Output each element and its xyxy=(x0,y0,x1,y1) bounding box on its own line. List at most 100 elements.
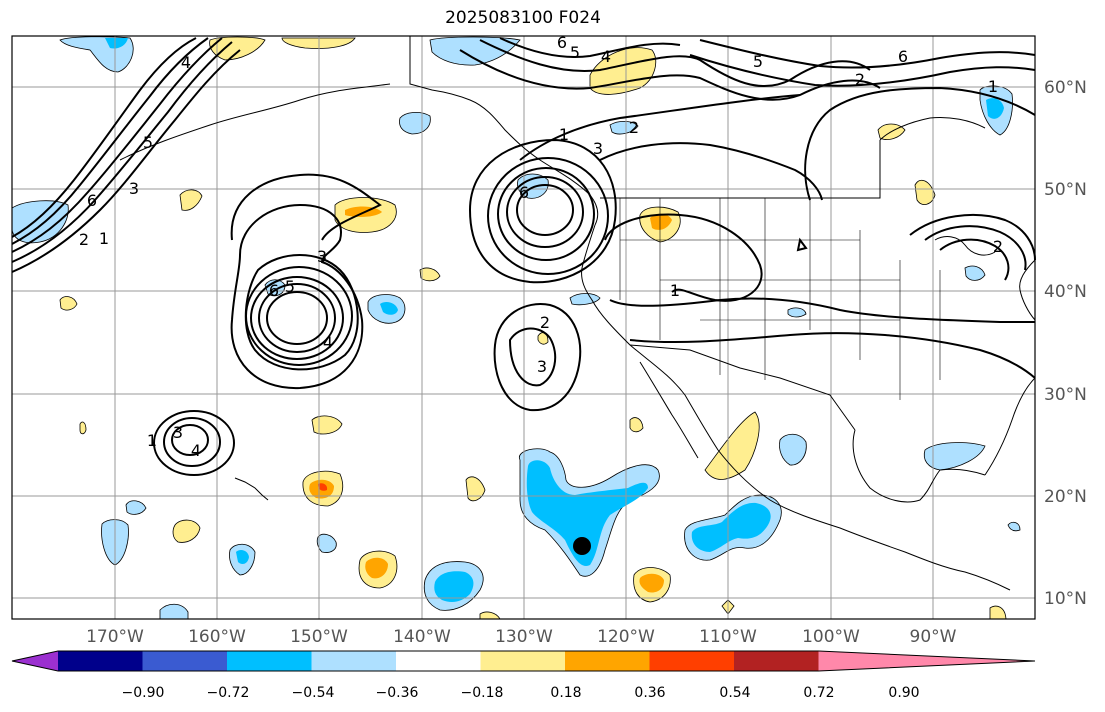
anomaly-patch xyxy=(11,200,69,244)
anomaly-patch xyxy=(704,411,760,480)
anomaly-patch xyxy=(318,483,328,491)
anomaly-patch xyxy=(923,442,986,471)
contour-lines xyxy=(11,37,1036,476)
anomaly-patch xyxy=(105,38,128,49)
lon-tick-label: 110°W xyxy=(699,627,757,647)
lon-tick-label: 150°W xyxy=(290,627,348,647)
anomaly-patch xyxy=(59,296,78,311)
storm-marker xyxy=(573,537,591,555)
colorbar-tick-label: 0.72 xyxy=(803,685,834,701)
contour-label: 5 xyxy=(753,52,763,71)
lon-tick-label: 90°W xyxy=(910,627,957,647)
lon-tick-label: 160°W xyxy=(188,627,246,647)
contour-line xyxy=(796,237,808,252)
coastlines xyxy=(119,36,1036,591)
anomaly-patch xyxy=(316,533,337,553)
lon-tick-label: 120°W xyxy=(597,627,655,647)
contour-line xyxy=(516,184,574,236)
contour-line xyxy=(609,297,1035,323)
colorbar-tick-label: 0.36 xyxy=(634,685,665,701)
colorbar-segment xyxy=(396,651,481,671)
colorbar-extend-max xyxy=(818,651,1035,671)
lat-tick-label: 50°N xyxy=(1044,180,1087,200)
colorbar-segment xyxy=(649,651,735,671)
contour-label: 3 xyxy=(317,247,327,266)
anomaly-patch xyxy=(609,120,639,135)
anomaly-patch xyxy=(650,213,672,230)
contour-line xyxy=(230,173,382,241)
hawaii xyxy=(234,477,269,501)
colorbar-tick-label: −0.90 xyxy=(122,685,165,701)
colorbar xyxy=(11,650,1036,672)
contour-line xyxy=(689,54,1036,87)
contour-label: 5 xyxy=(285,277,295,296)
contour-line xyxy=(250,276,344,360)
colorbar-extend-min xyxy=(12,651,58,671)
colorbar-labels: −0.90 −0.72 −0.54 −0.36 −0.18 0.18 0.36 … xyxy=(122,685,920,701)
canada-us-border xyxy=(600,140,881,199)
contour-label: 2 xyxy=(855,70,865,89)
lon-tick-label: 100°W xyxy=(802,627,860,647)
contour-label: 4 xyxy=(601,47,611,66)
anomaly-patch xyxy=(172,519,201,543)
lat-tick-label: 40°N xyxy=(1044,282,1087,302)
contour-line xyxy=(497,167,595,261)
contour-line xyxy=(230,203,364,390)
lat-tick-label: 60°N xyxy=(1044,78,1087,98)
contour-line xyxy=(244,254,359,371)
lon-tick-label: 130°W xyxy=(495,627,553,647)
florida xyxy=(984,377,1036,476)
contour-label: 1 xyxy=(988,77,998,96)
contour-label: 2 xyxy=(629,118,639,137)
contour-label: 4 xyxy=(181,53,191,72)
anomaly-patch xyxy=(1007,521,1021,532)
anomaly-patch xyxy=(526,460,648,566)
lat-tick-label: 20°N xyxy=(1044,487,1087,507)
anomaly-patch xyxy=(691,502,771,552)
anomaly-patch xyxy=(779,433,807,466)
contour-line xyxy=(604,213,763,302)
latitude-labels: 60°N 50°N 40°N 30°N 20°N 10°N xyxy=(1044,78,1087,609)
lon-tick-label: 170°W xyxy=(86,627,144,647)
colorbar-tick-label: −0.18 xyxy=(461,685,504,701)
anomaly-patch xyxy=(589,47,657,95)
contour-label: 6 xyxy=(898,47,908,66)
great-lakes xyxy=(934,236,996,256)
contour-label: 6 xyxy=(519,183,529,202)
anomaly-patch xyxy=(399,112,431,135)
lon-tick-label: 140°W xyxy=(393,627,451,647)
contour-label: 1 xyxy=(559,125,569,144)
gulf-of-mexico-coast xyxy=(852,429,986,503)
contour-line xyxy=(153,410,235,476)
colorbar-segment xyxy=(734,651,819,671)
anomaly-patch xyxy=(434,571,474,602)
contour-label: 5 xyxy=(143,133,153,152)
map-frame xyxy=(11,35,1036,620)
colorbar-tick-label: −0.36 xyxy=(376,685,419,701)
contour-label: 2 xyxy=(540,313,550,332)
longitude-labels: 170°W 160°W 150°W 140°W 130°W 120°W 110°… xyxy=(86,627,957,647)
anomaly-patch xyxy=(964,265,986,281)
colorbar-segment xyxy=(142,651,228,671)
colorbar-outline xyxy=(11,650,1036,672)
contour-line xyxy=(163,417,221,467)
anomaly-patch xyxy=(179,189,203,211)
anomaly-patch xyxy=(380,302,398,315)
contour-line xyxy=(11,37,223,253)
anomaly-patch xyxy=(465,476,486,502)
anomaly-patch xyxy=(537,332,549,345)
anomaly-patch xyxy=(236,549,249,565)
contour-line xyxy=(11,37,209,245)
contour-label: 1 xyxy=(147,431,157,450)
contour-line xyxy=(508,327,557,387)
anomaly-patch xyxy=(125,500,147,515)
north-america-west-coast xyxy=(581,224,1011,591)
contour-label: 3 xyxy=(537,357,547,376)
contour-line xyxy=(11,49,241,273)
anomaly-patch xyxy=(419,267,441,282)
contour-line xyxy=(629,332,1036,379)
contour-line xyxy=(479,39,871,88)
contour-line xyxy=(468,138,617,284)
baja-california xyxy=(639,361,699,459)
contour-label: 4 xyxy=(323,333,333,352)
